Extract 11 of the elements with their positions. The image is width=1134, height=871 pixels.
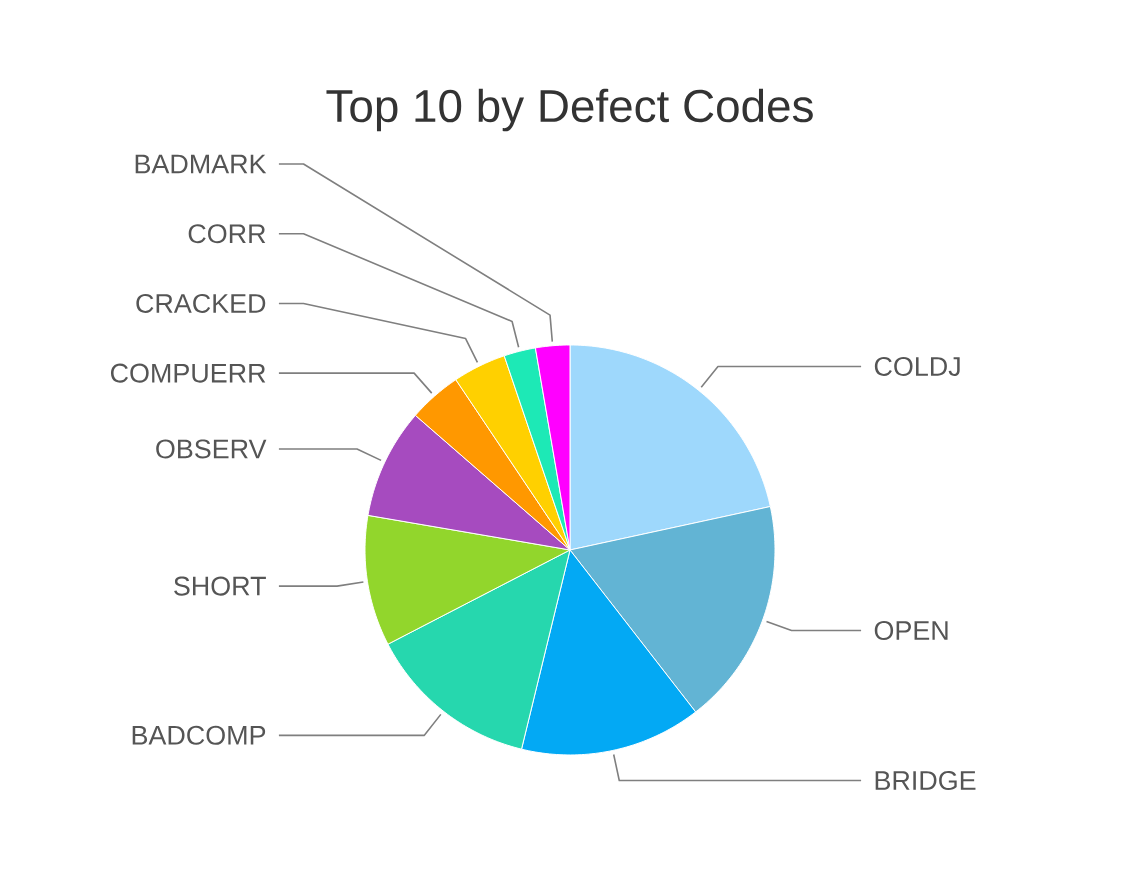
chart-title: Top 10 by Defect Codes [326, 88, 813, 132]
slice-label: COMPUERR [110, 363, 266, 383]
slice-label: BRIDGE [875, 771, 976, 791]
slice-label: CORR [188, 224, 266, 244]
slice-label: OBSERV [156, 439, 267, 459]
slice-label: BADMARK [135, 154, 267, 174]
slice-label: OPEN [874, 621, 948, 641]
slice-label: BADCOMP [132, 725, 266, 745]
slice-label: SHORT [174, 576, 266, 596]
slice-label: COLDJ [874, 356, 960, 376]
slice-label: CRACKED [136, 293, 266, 313]
